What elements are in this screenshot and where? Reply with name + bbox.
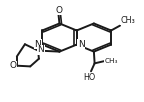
Text: N: N bbox=[35, 40, 41, 49]
Text: O: O bbox=[55, 6, 62, 15]
Text: CH₃: CH₃ bbox=[105, 58, 118, 64]
Text: O: O bbox=[10, 61, 17, 70]
Text: HO: HO bbox=[84, 73, 96, 82]
Text: CH₃: CH₃ bbox=[121, 16, 135, 25]
Text: N: N bbox=[78, 40, 84, 49]
Text: N: N bbox=[37, 45, 44, 54]
